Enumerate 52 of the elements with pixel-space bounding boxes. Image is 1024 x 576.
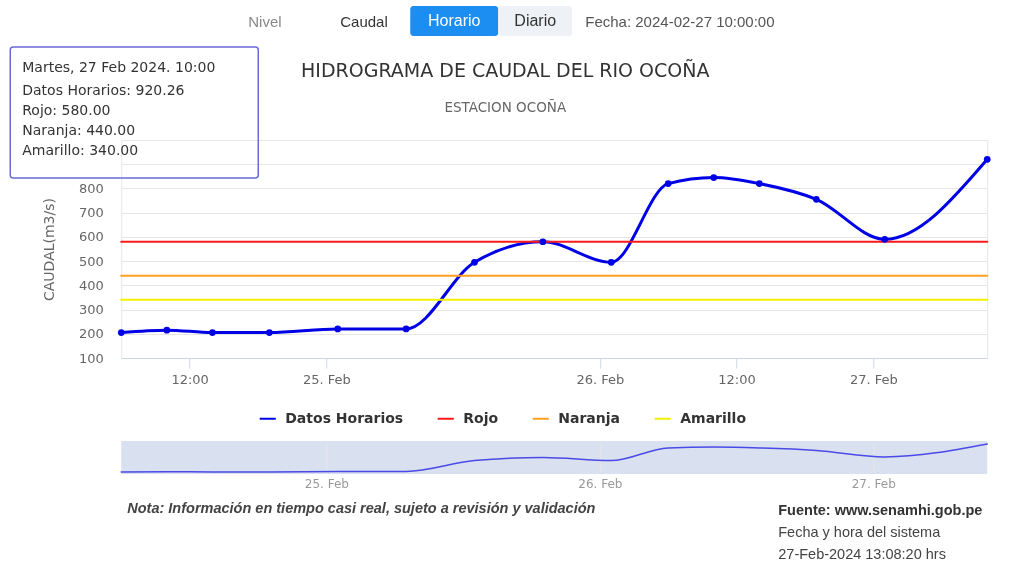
- point: [881, 235, 889, 243]
- x-tick-label: 27. Feb: [851, 476, 896, 491]
- y-tick-label: 500: [78, 253, 104, 269]
- text: Datos Horarios: 920.26: [22, 82, 185, 98]
- text: Naranja: 440.00: [22, 122, 136, 138]
- source-note: Fuente: www.senamhi.gob.pe: [778, 502, 983, 518]
- x-tick-label: 27. Feb: [849, 371, 898, 387]
- x-tick-label: 25. Feb: [304, 476, 349, 491]
- point: [983, 155, 991, 163]
- chart-title: HIDROGRAMA DE CAUDAL DEL RIO OCOÑA: [301, 58, 710, 81]
- chart-subtitle: ESTACION OCOÑA: [444, 98, 567, 115]
- legend-label: Datos Horarios: [285, 409, 404, 426]
- text: Fecha y hora del sistema: [778, 524, 942, 540]
- y-tick-label: 100: [78, 350, 104, 366]
- point: [812, 196, 820, 203]
- y-tick-label: 200: [78, 326, 104, 342]
- text: 27-Feb-2024 13:08:20 hrs: [778, 546, 946, 562]
- x-tick-label: 26. Feb: [576, 371, 625, 387]
- point: [710, 174, 718, 181]
- x-tick-label: 12:00: [718, 371, 756, 387]
- point: [756, 180, 763, 187]
- text: Nota: Información en tiempo casi real, sujeto a revisión y validación: [127, 500, 596, 516]
- point: [664, 180, 672, 187]
- y-tick-label: 300: [78, 302, 104, 318]
- x-tick-label: 26. Feb: [578, 476, 623, 491]
- point: [607, 258, 615, 266]
- point: [266, 329, 273, 336]
- text: Nivel: [248, 13, 282, 30]
- y-tick-label: 700: [78, 205, 104, 221]
- point: [471, 258, 478, 266]
- y-tick-label: 800: [78, 180, 104, 196]
- x-tick-label: 12:00: [171, 371, 209, 387]
- legend-label: Naranja: [558, 409, 620, 426]
- point: [334, 325, 342, 333]
- text: Caudal: [340, 13, 388, 30]
- text: Horario: [428, 12, 481, 29]
- text: Fecha: 2024-02-27 10:00:00: [585, 13, 775, 30]
- annotation: Amarillo: 340.00: [22, 142, 139, 158]
- legend-label: Rojo: [463, 409, 499, 426]
- point: [117, 329, 125, 336]
- text: Martes, 27 Feb 2024. 10:00: [22, 59, 216, 75]
- legend-label: Amarillo: [680, 409, 747, 426]
- point: [163, 326, 171, 334]
- point: [402, 325, 410, 333]
- y-axis-title: CAUDAL(m3/s): [40, 198, 57, 301]
- point: [209, 329, 216, 336]
- point: [539, 238, 547, 246]
- text: Rojo: 580.00: [22, 102, 111, 118]
- y-tick-label: 400: [78, 277, 104, 293]
- y-tick-label: 600: [78, 229, 104, 245]
- x-tick-label: 25. Feb: [302, 371, 351, 387]
- text: Diario: [514, 12, 557, 29]
